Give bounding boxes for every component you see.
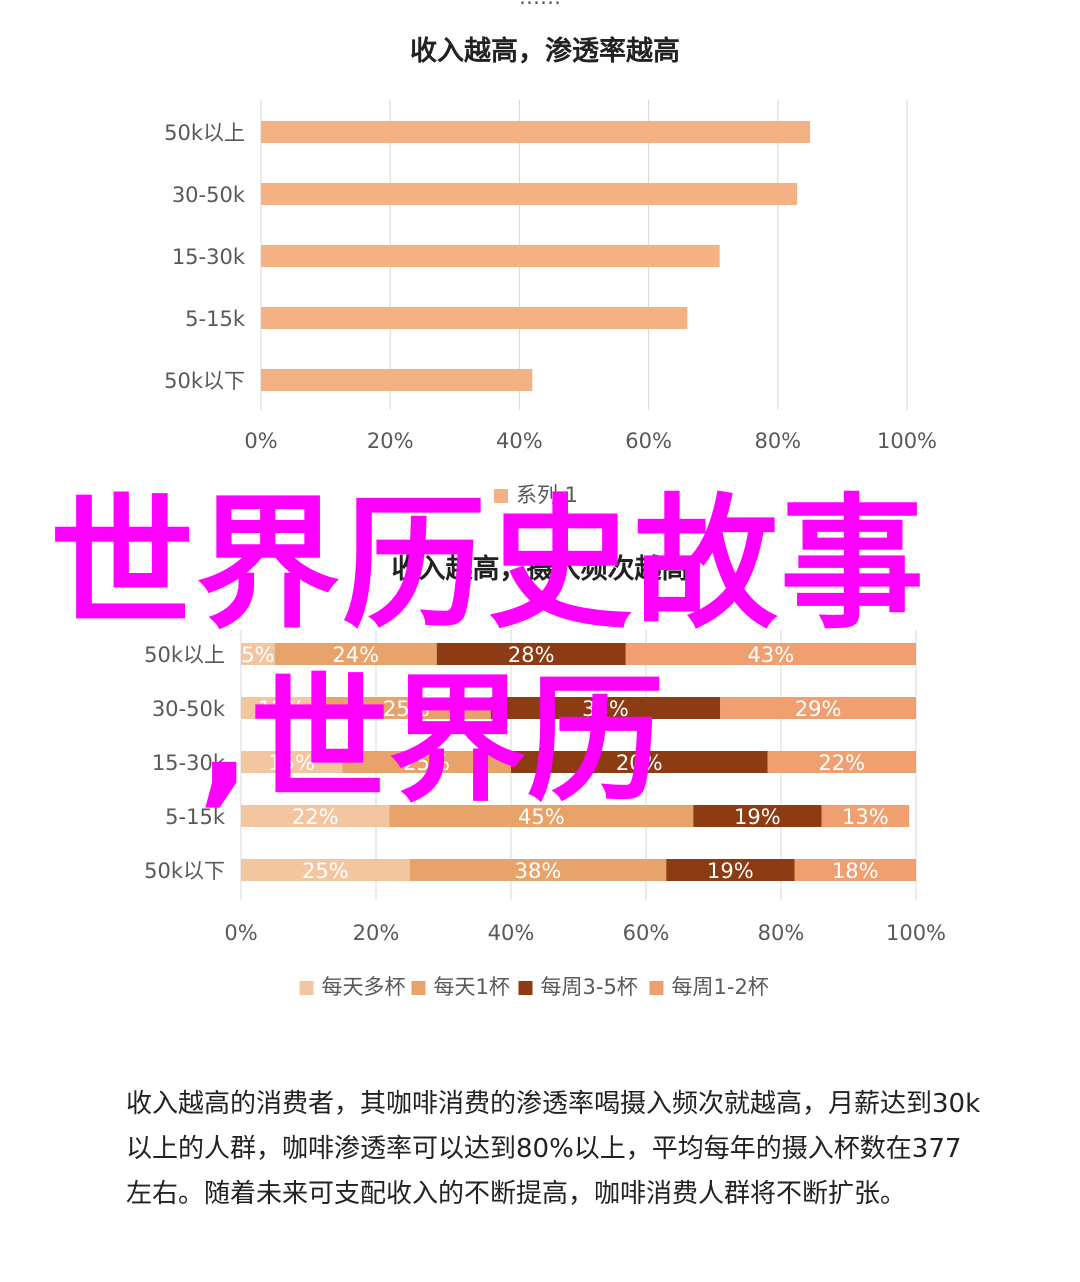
- bar: [241, 805, 390, 827]
- frequency-chart: 收入越高，摄入频次越高 5% 24% 28% 43% 12% 25% 35% 29% 15% 25…: [144, 553, 946, 999]
- bar: [322, 697, 491, 719]
- legend-swatch: [299, 981, 314, 995]
- bar: [342, 751, 511, 773]
- legend-swatch: [494, 489, 508, 503]
- bar: [241, 751, 343, 773]
- x-tick-label: 40%: [496, 429, 543, 453]
- legend-swatch: [411, 981, 426, 995]
- watermark-title-line1: 世界历史故事: [50, 480, 927, 648]
- x-tick-label: 80%: [754, 429, 801, 453]
- legend-swatch: [649, 981, 664, 995]
- data-label: 24%: [332, 643, 379, 667]
- bar: [625, 643, 916, 665]
- description-paragraph: 收入越高的消费者，其咖啡消费的渗透率喝摄入频次就越高，月薪达到30k以上的人群，…: [126, 1089, 981, 1209]
- bar: [241, 643, 275, 665]
- legend-swatch: [518, 981, 533, 995]
- data-label: 43%: [748, 643, 795, 667]
- data-label: 28%: [508, 643, 555, 667]
- x-tick-label: 60%: [623, 921, 670, 945]
- category-label: 15-30k: [172, 245, 246, 269]
- bar: [693, 805, 822, 827]
- data-label: 38%: [515, 859, 562, 883]
- bar: [261, 183, 798, 205]
- x-tick-label: 100%: [886, 921, 946, 945]
- data-label: 13%: [842, 805, 889, 829]
- category-label: 30-50k: [152, 697, 226, 721]
- data-label: 19%: [707, 859, 754, 883]
- x-tick-label: 80%: [758, 921, 805, 945]
- bar: [261, 245, 720, 267]
- data-label: 18%: [832, 859, 879, 883]
- legend-label: 每天多杯: [322, 975, 406, 999]
- x-tick-label: 60%: [625, 429, 672, 453]
- bar: [821, 805, 910, 827]
- x-tick-label: 20%: [367, 429, 414, 453]
- legend-label: 每周1-2杯: [672, 975, 769, 999]
- bar: [241, 697, 322, 719]
- watermark-title-line2: ,世界历: [198, 660, 665, 821]
- category-label: 5-15k: [165, 805, 226, 829]
- bar: [241, 859, 410, 881]
- data-label: 22%: [818, 751, 865, 775]
- bar: [261, 121, 811, 143]
- bar: [490, 697, 721, 719]
- category-label: 50k以上: [164, 121, 245, 145]
- bar: [274, 643, 437, 665]
- bar: [666, 859, 795, 881]
- bar: [409, 859, 667, 881]
- x-tick-label: 100%: [877, 429, 937, 453]
- bar: [511, 751, 768, 773]
- bar: [436, 643, 626, 665]
- legend-label: 每周3-5杯: [541, 975, 638, 999]
- category-label: 50k以上: [144, 643, 225, 667]
- data-label: 5%: [241, 643, 274, 667]
- data-label: 25%: [383, 697, 430, 721]
- category-label: 30-50k: [172, 183, 246, 207]
- category-label: 5-15k: [185, 307, 246, 331]
- data-label: 35%: [582, 697, 629, 721]
- data-label: 25%: [403, 751, 450, 775]
- legend-label: 系列 1: [516, 483, 578, 507]
- x-tick-label: 20%: [353, 921, 400, 945]
- bar: [767, 751, 916, 773]
- penetration-chart: …… 收入越高，渗透率越高 50k以上 30-50k 15-30k 5-15k 50k以…: [164, 0, 937, 507]
- bar: [720, 697, 916, 719]
- legend-label: 每天1杯: [434, 975, 510, 999]
- chart1-title: 收入越高，渗透率越高: [410, 35, 680, 67]
- data-label: 29%: [795, 697, 842, 721]
- category-label: 15-30k: [152, 751, 226, 775]
- bar: [794, 859, 916, 881]
- data-label: 15%: [268, 751, 315, 775]
- data-label: 20%: [616, 751, 663, 775]
- bar: [261, 307, 688, 329]
- data-label: 19%: [734, 805, 781, 829]
- category-label: 50k以下: [144, 859, 225, 883]
- data-label: 22%: [292, 805, 339, 829]
- top-cropped-text: ……: [519, 0, 561, 9]
- chart2-title: 收入越高，摄入频次越高: [392, 553, 689, 585]
- category-label: 50k以下: [164, 369, 245, 393]
- data-label: 45%: [518, 805, 565, 829]
- bar: [261, 369, 533, 391]
- x-tick-label: 0%: [244, 429, 277, 453]
- data-label: 25%: [302, 859, 349, 883]
- data-label: 12%: [258, 697, 305, 721]
- x-tick-label: 0%: [224, 921, 257, 945]
- x-tick-label: 40%: [488, 921, 535, 945]
- bar: [389, 805, 694, 827]
